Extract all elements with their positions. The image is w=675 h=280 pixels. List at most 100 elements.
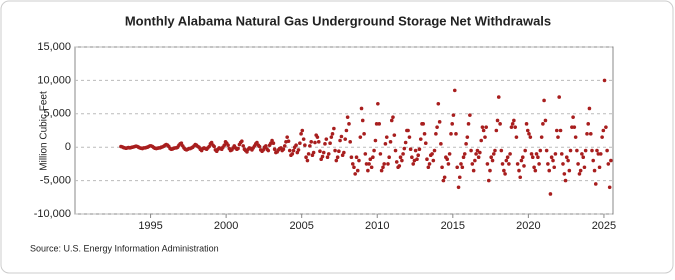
data-point <box>462 152 467 156</box>
data-point <box>347 122 351 126</box>
data-point <box>527 132 531 136</box>
data-point <box>416 153 421 158</box>
data-point <box>303 143 307 147</box>
data-point <box>286 139 291 143</box>
data-point <box>387 155 391 160</box>
data-point <box>332 126 336 131</box>
data-point <box>417 147 422 152</box>
data-point <box>585 132 589 136</box>
data-point <box>471 168 476 173</box>
data-point <box>536 155 540 160</box>
data-point <box>358 135 363 139</box>
data-point <box>345 115 350 119</box>
data-point <box>272 147 277 152</box>
data-point <box>440 165 444 170</box>
y-axis-label: Million Cubic Feet <box>39 91 50 171</box>
data-point <box>432 148 437 153</box>
data-point <box>300 128 305 133</box>
chart-frame <box>0 0 674 274</box>
data-point <box>308 144 312 148</box>
data-point <box>343 137 348 141</box>
data-point <box>454 132 458 136</box>
data-point <box>485 162 490 166</box>
data-point <box>537 162 541 166</box>
data-point <box>402 146 407 151</box>
data-point <box>529 152 534 156</box>
data-point <box>311 150 316 155</box>
data-point <box>266 148 271 153</box>
y-tick-label: 0 <box>65 141 71 153</box>
data-point <box>600 135 604 139</box>
data-point <box>264 144 268 148</box>
data-point <box>357 158 361 163</box>
data-point <box>476 155 481 160</box>
data-point <box>329 135 334 139</box>
data-point <box>523 148 527 153</box>
data-point <box>431 158 436 163</box>
data-point <box>398 155 403 160</box>
data-point <box>502 168 506 173</box>
data-point <box>318 149 322 154</box>
data-point <box>324 137 329 141</box>
data-point <box>407 135 412 139</box>
data-point <box>321 150 326 155</box>
y-tick-label: -5,000 <box>40 175 71 187</box>
data-point <box>397 164 402 168</box>
data-point <box>591 158 596 163</box>
data-point <box>282 144 287 148</box>
data-point <box>379 168 384 173</box>
data-point <box>460 165 465 170</box>
data-point <box>389 118 394 123</box>
data-point <box>541 122 545 126</box>
data-point <box>578 168 583 173</box>
data-point <box>281 147 286 152</box>
data-point <box>285 135 289 139</box>
data-point <box>564 155 569 160</box>
data-point <box>435 125 439 129</box>
data-point <box>427 162 432 166</box>
data-point <box>473 158 477 163</box>
data-point <box>304 155 308 160</box>
data-point <box>287 148 292 153</box>
data-point <box>499 148 504 153</box>
data-point <box>363 152 368 156</box>
data-point <box>573 135 578 139</box>
data-point <box>468 113 472 117</box>
data-point <box>572 125 577 129</box>
data-point <box>601 128 606 133</box>
data-point <box>466 122 471 126</box>
data-point <box>316 140 321 144</box>
data-point <box>469 148 473 153</box>
data-point <box>323 142 327 146</box>
x-tick-label: 2010 <box>365 220 389 232</box>
data-point <box>512 118 516 123</box>
data-point <box>605 148 609 153</box>
data-point <box>439 142 443 146</box>
data-point <box>543 118 548 123</box>
data-point <box>406 128 410 133</box>
data-point <box>470 162 475 166</box>
data-point <box>367 162 371 166</box>
data-point <box>335 155 340 160</box>
data-point <box>493 148 497 153</box>
data-point <box>436 101 441 106</box>
data-point <box>515 162 520 166</box>
data-point <box>546 162 550 166</box>
data-point <box>504 158 509 163</box>
data-point <box>592 168 597 173</box>
data-point <box>377 122 382 126</box>
data-point <box>495 118 500 123</box>
data-point <box>381 165 385 170</box>
data-point <box>590 148 594 153</box>
data-point <box>326 152 331 156</box>
data-point <box>514 135 519 139</box>
data-point <box>577 172 582 176</box>
data-point <box>582 165 587 170</box>
data-point <box>371 155 375 160</box>
data-point <box>581 155 586 160</box>
data-point <box>410 155 414 160</box>
data-point <box>490 158 495 163</box>
data-point <box>604 125 608 129</box>
data-point <box>517 168 521 173</box>
data-point <box>461 155 466 160</box>
